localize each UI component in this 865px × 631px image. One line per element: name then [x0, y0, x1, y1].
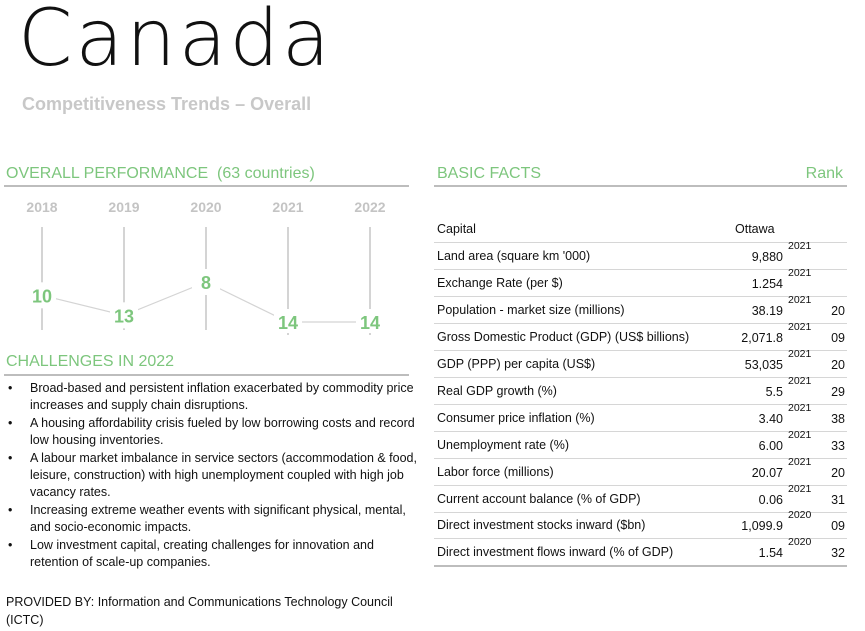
rule [4, 185, 409, 187]
subtitle: Competitiveness Trends – Overall [22, 94, 312, 114]
year-label: 2021 [272, 199, 303, 215]
challenge-list: Broad-based and persistent inflation exa… [6, 380, 425, 571]
fact-value: 2,071.8 [741, 331, 783, 345]
fact-value: 38.19 [751, 304, 783, 318]
fact-value: 20.07 [751, 466, 783, 480]
footer: PROVIDED BY: Information and Communicati… [6, 595, 393, 627]
fact-value: 3.40 [758, 412, 783, 426]
fact-year: 2021 [788, 267, 812, 279]
row-rule [434, 377, 847, 378]
section-heading: BASIC FACTS [437, 165, 542, 182]
fact-label: Consumer price inflation (%) [437, 411, 595, 425]
fact-rank: 20 [831, 358, 845, 372]
fact-value: 1.254 [751, 277, 783, 291]
row-rule [434, 242, 847, 243]
fact-year: 2020 [788, 536, 812, 548]
fact-rank: 20 [831, 466, 845, 480]
fact-year: 2021 [788, 321, 812, 333]
section-heading: OVERALL PERFORMANCE (63 countries) [6, 165, 315, 183]
fact-label: Capital [437, 222, 476, 236]
fact-rank: 09 [831, 519, 845, 533]
section-heading: CHALLENGES IN 2022 [6, 353, 175, 370]
fact-year: 2021 [788, 429, 812, 441]
fact-value: 5.5 [765, 385, 783, 399]
fact-value: 1,099.9 [741, 519, 783, 533]
fact-year: 2021 [788, 240, 812, 252]
fact-value: Ottawa [735, 222, 775, 236]
label-bg [28, 284, 56, 307]
fact-rank: 09 [831, 331, 845, 345]
row-rule [434, 485, 847, 486]
fact-rank: 38 [831, 412, 845, 426]
fact-label: Direct investment stocks inward ($bn) [437, 518, 646, 532]
year-label: 2020 [190, 199, 221, 215]
fact-year: 2021 [788, 294, 812, 306]
challenge-item: A labour market imbalance in service sec… [8, 450, 425, 502]
fact-label: Land area (square km '000) [437, 249, 591, 263]
row-rule [434, 512, 847, 513]
rank-label: 10 [32, 286, 52, 306]
row-rule [434, 404, 847, 405]
row-rule [434, 565, 847, 567]
challenge-item: Broad-based and persistent inflation exa… [8, 380, 425, 415]
fact-value: 0.06 [758, 493, 783, 507]
year-label: 2018 [26, 199, 57, 215]
row-rule [434, 323, 847, 324]
fact-year: 2021 [788, 348, 812, 360]
rule [434, 185, 847, 187]
fact-year: 2020 [788, 509, 812, 521]
fact-label: GDP (PPP) per capita (US$) [437, 357, 596, 371]
fact-rank: 32 [831, 546, 845, 560]
fact-rank: 29 [831, 385, 845, 399]
fact-rank: 31 [831, 493, 845, 507]
rule [4, 374, 409, 376]
year-label: 2022 [354, 199, 385, 215]
fact-rank: 20 [831, 304, 845, 318]
fact-year: 2021 [788, 456, 812, 468]
row-rule [434, 269, 847, 270]
fact-value: 53,035 [744, 358, 783, 372]
fact-value: 6.00 [758, 439, 783, 453]
fact-value: 1.54 [758, 546, 783, 560]
fact-label: Real GDP growth (%) [437, 384, 557, 398]
challenge-item: Low investment capital, creating challen… [8, 537, 425, 572]
fact-label: Gross Domestic Product (GDP) (US$ billio… [437, 330, 690, 344]
note: (63 countries) [217, 165, 315, 182]
year-label: 2019 [108, 199, 139, 215]
label-bg [110, 304, 138, 327]
fact-year: 2021 [788, 483, 812, 495]
fact-label: Exchange Rate (per $) [437, 276, 563, 290]
fact-label: Current account balance (% of GDP) [437, 492, 641, 506]
row-rule [434, 538, 847, 539]
rank-heading: Rank [805, 165, 843, 182]
label-bg [192, 271, 220, 293]
label-bg [356, 311, 384, 333]
row-rule [434, 350, 847, 351]
challenge-item: Increasing extreme weather events with s… [8, 502, 425, 537]
rank-label: 14 [360, 313, 380, 333]
fact-year: 2021 [788, 375, 812, 387]
fact-label: Direct investment flows inward (% of GDP… [437, 545, 674, 559]
row-rule [434, 458, 847, 459]
fact-rank: 33 [831, 439, 845, 453]
rank-chart: 2018 10 2019 13 2020 8 2021 14 2022 14 [26, 199, 386, 335]
challenge-item: A housing affordability crisis fueled by… [8, 415, 425, 450]
fact-value: 9,880 [751, 250, 783, 264]
label-bg [274, 311, 302, 333]
rank-label: 14 [278, 313, 298, 333]
fact-label: Labor force (millions) [437, 465, 554, 479]
title: Canada [18, 0, 333, 84]
rank-label: 8 [201, 273, 211, 293]
row-rule [434, 296, 847, 297]
rank-label: 13 [114, 306, 134, 326]
fact-label: Population - market size (millions) [437, 303, 625, 317]
fact-year: 2021 [788, 402, 812, 414]
fact-label: Unemployment rate (%) [437, 438, 569, 452]
heading: OVERALL PERFORMANCE [6, 165, 209, 182]
row-rule [434, 431, 847, 432]
